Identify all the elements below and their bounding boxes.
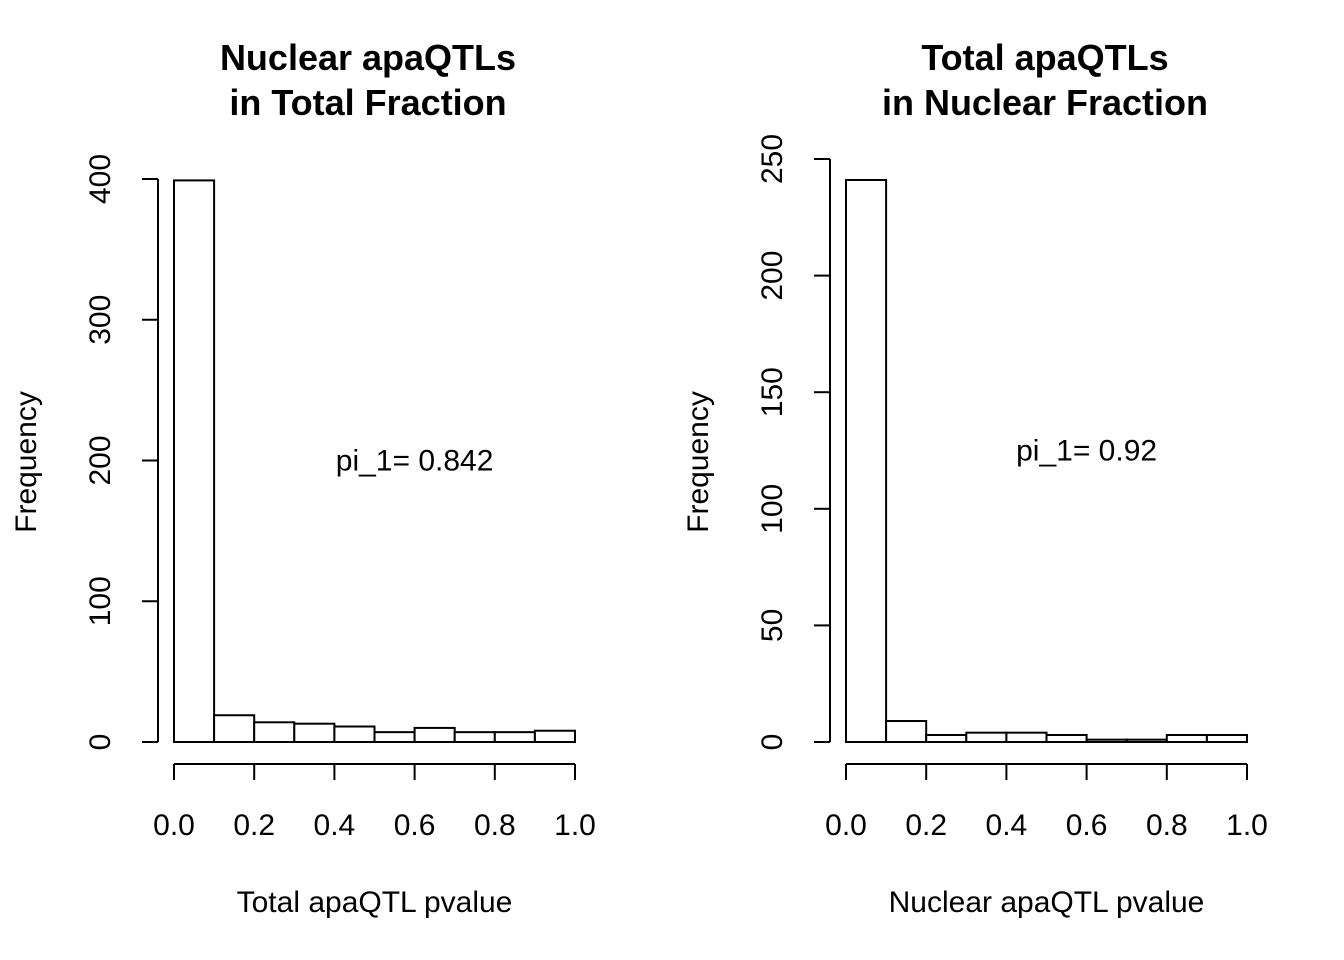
histogram-bar [1205,734,1249,744]
y-axis-label: Frequency [682,391,715,533]
x-tick-label: 0.6 [1066,809,1108,842]
histogram-bar [493,731,536,744]
pi1-annotation: pi_1= 0.92 [1016,435,1157,468]
histogram-bar [413,726,456,743]
x-tick-label: 0.8 [474,809,516,842]
chart-title: Total apaQTLs in Nuclear Fraction [882,37,1208,123]
x-axis-label: Nuclear apaQTL pvalue [889,886,1205,919]
chart-title-line: Total apaQTLs [921,37,1168,78]
histogram-bar [1165,734,1208,744]
y-tick-label: 300 [84,295,117,345]
histogram-bar [1045,734,1088,744]
histogram-bar [533,729,577,743]
x-tick-label: 0.4 [986,809,1028,842]
y-tick-label: 200 [756,251,789,301]
chart-title: Nuclear apaQTLs in Total Fraction [220,37,516,123]
histogram-bar [925,734,968,744]
y-tick-label: 200 [84,435,117,485]
histogram-bar [1005,731,1048,743]
y-tick-label: 0 [84,734,117,751]
x-tick-label: 0.4 [314,809,356,842]
histogram-bar [1125,738,1168,744]
x-tick-label: 1.0 [554,809,596,842]
x-tick-label: 0.8 [1146,809,1188,842]
chart-title-line: in Total Fraction [229,82,506,123]
histogram-bar [1085,738,1128,744]
x-tick-label: 0.2 [905,809,947,842]
histogram-bar [453,731,496,744]
pi1-annotation: pi_1= 0.842 [336,445,494,478]
x-tick-label: 0.0 [825,809,867,842]
y-axis-label: Frequency [10,391,43,533]
histogram-bar [293,722,336,744]
x-tick-label: 1.0 [1226,809,1268,842]
histogram-bar [965,731,1008,743]
y-tick-label: 400 [84,154,117,204]
histogram-panel-nuclear-in-total: Nuclear apaQTLs in Total Fraction 0 100 200 3… [10,37,596,919]
y-tick-label: 100 [84,576,117,626]
y-tick-label: 150 [756,367,789,417]
chart-title-line: in Nuclear Fraction [882,82,1208,123]
y-tick-label: 250 [756,134,789,184]
y-tick-label: 100 [756,484,789,534]
chart-title-line: Nuclear apaQTLs [220,37,516,78]
histogram-bar [885,720,928,744]
x-tick-label: 0.6 [394,809,436,842]
x-tick-label: 0.0 [153,809,195,842]
histogram-bar [373,731,416,744]
histogram-bar [213,714,256,744]
x-axis-label: Total apaQTL pvalue [237,886,513,919]
histogram-panel-total-in-nuclear: Total apaQTLs in Nuclear Fraction 0 50 100 15… [682,37,1268,919]
histogram-bar [253,721,296,743]
histogram-bar [333,725,376,744]
y-tick-label: 50 [756,609,789,642]
histogram-bar [173,179,216,744]
x-tick-label: 0.2 [233,809,275,842]
y-tick-label: 0 [756,734,789,751]
histogram-bar [845,178,888,744]
